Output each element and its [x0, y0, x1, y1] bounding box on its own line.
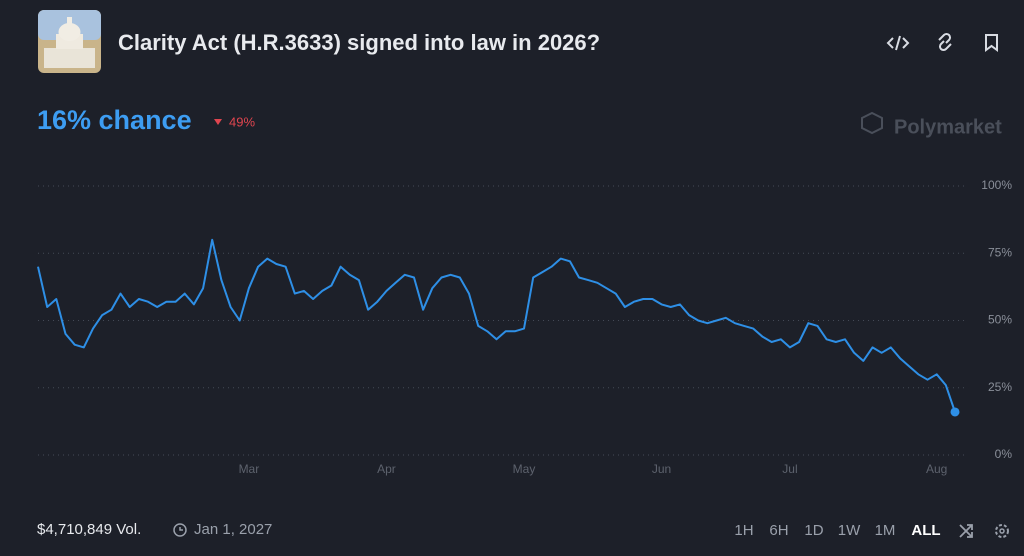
end-date: Jan 1, 2027 — [194, 521, 272, 538]
last-point — [950, 407, 960, 417]
market-image — [38, 10, 101, 73]
market-title: Clarity Act (H.R.3633) signed into law i… — [118, 30, 600, 55]
x-tick-label: Jul — [782, 462, 797, 476]
settings-icon[interactable] — [995, 524, 1009, 538]
range-button[interactable]: 1D — [804, 522, 823, 539]
y-tick-label: 25% — [988, 380, 1012, 394]
y-tick-label: 0% — [995, 447, 1013, 461]
y-tick-label: 100% — [981, 178, 1012, 192]
x-tick-label: Aug — [926, 462, 947, 476]
brand: Polymarket — [894, 116, 1002, 138]
range-button[interactable]: 6H — [769, 522, 788, 539]
price-line — [37, 238, 956, 413]
volume: $4,710,849 Vol. — [37, 521, 141, 538]
x-tick-label: Jun — [652, 462, 671, 476]
range-button[interactable]: ALL — [911, 522, 940, 539]
toolbar-icons[interactable] — [886, 32, 998, 52]
brand-logo — [861, 111, 883, 135]
clock-icon — [173, 523, 187, 537]
shuffle-icon[interactable] — [959, 524, 973, 538]
y-tick-label: 50% — [988, 313, 1012, 327]
range-button[interactable]: 1M — [875, 522, 896, 539]
chance-headline: 16% chance — [37, 105, 192, 135]
x-tick-label: Apr — [377, 462, 396, 476]
y-tick-label: 75% — [988, 245, 1012, 259]
change: 49% — [229, 114, 255, 129]
down-arrow — [214, 119, 222, 125]
x-tick-label: May — [513, 462, 536, 476]
range-button[interactable]: 1H — [734, 522, 753, 539]
x-tick-label: Mar — [239, 462, 260, 476]
range-button[interactable]: 1W — [838, 522, 861, 539]
